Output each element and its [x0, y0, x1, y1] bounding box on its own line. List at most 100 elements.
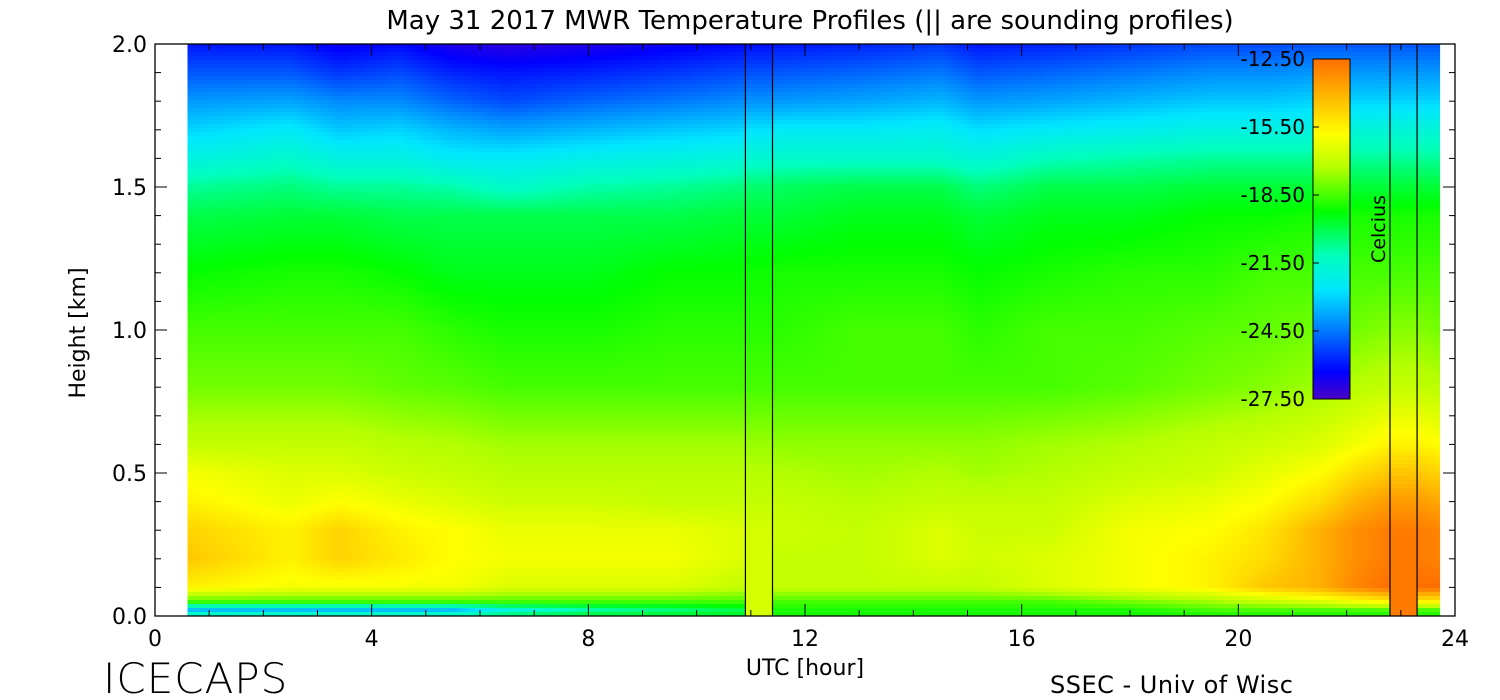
- heatmap-cell: [252, 540, 257, 545]
- heatmap-cell: [268, 376, 273, 381]
- heatmap-cell: [276, 200, 281, 205]
- heatmap-cell: [192, 424, 197, 429]
- heatmap-cell: [188, 184, 193, 189]
- heatmap-cell: [260, 380, 265, 385]
- heatmap-cell: [216, 104, 221, 109]
- heatmap-cell: [224, 524, 229, 529]
- heatmap-cell: [256, 552, 261, 557]
- heatmap-cell: [252, 488, 257, 493]
- heatmap-cell: [212, 596, 217, 601]
- heatmap-cell: [288, 200, 293, 205]
- heatmap-cell: [240, 60, 245, 65]
- heatmap-cell: [268, 96, 273, 101]
- heatmap-cell: [252, 196, 257, 201]
- heatmap-cell: [220, 136, 225, 141]
- heatmap-cell: [252, 232, 257, 237]
- heatmap-cell: [248, 376, 253, 381]
- heatmap-cell: [260, 472, 265, 477]
- heatmap-cell: [280, 84, 285, 89]
- heatmap-cell: [196, 288, 201, 293]
- heatmap-cell: [212, 532, 217, 537]
- heatmap-cell: [292, 240, 297, 245]
- heatmap-cell: [216, 600, 221, 605]
- heatmap-cell: [292, 264, 297, 269]
- heatmap-cell: [232, 92, 237, 97]
- heatmap-cell: [212, 252, 217, 257]
- heatmap-cell: [196, 156, 201, 161]
- heatmap-cell: [216, 428, 221, 433]
- heatmap-cell: [200, 196, 205, 201]
- heatmap-cell: [280, 580, 285, 585]
- heatmap-cell: [244, 228, 249, 233]
- heatmap-cell: [220, 252, 225, 257]
- heatmap-cell: [196, 88, 201, 93]
- heatmap-cell: [240, 552, 245, 557]
- heatmap-cell: [208, 504, 213, 509]
- heatmap-cell: [284, 560, 289, 565]
- heatmap-cell: [244, 116, 249, 121]
- heatmap-cell: [280, 516, 285, 521]
- heatmap-cell: [224, 448, 229, 453]
- heatmap-cell: [252, 48, 257, 53]
- heatmap-cell: [216, 208, 221, 213]
- heatmap-cell: [228, 412, 233, 417]
- heatmap-cell: [200, 184, 205, 189]
- heatmap-cell: [256, 160, 261, 165]
- heatmap-cell: [192, 520, 197, 525]
- heatmap-cell: [220, 304, 225, 309]
- heatmap-cell: [212, 260, 217, 265]
- heatmap-cell: [212, 372, 217, 377]
- heatmap-cell: [212, 300, 217, 305]
- heatmap-cell: [264, 588, 269, 593]
- heatmap-cell: [288, 252, 293, 257]
- heatmap-cell: [188, 396, 193, 401]
- heatmap-cell: [232, 336, 237, 341]
- heatmap-cell: [284, 596, 289, 601]
- heatmap-cell: [292, 304, 297, 309]
- heatmap-cell: [196, 592, 201, 597]
- heatmap-cell: [284, 540, 289, 545]
- heatmap-cell: [244, 184, 249, 189]
- heatmap-cell: [288, 344, 293, 349]
- heatmap-cell: [244, 48, 249, 53]
- heatmap-cell: [220, 456, 225, 461]
- heatmap-cell: [268, 412, 273, 417]
- heatmap-cell: [232, 496, 237, 501]
- heatmap-cell: [280, 420, 285, 425]
- heatmap-cell: [292, 404, 297, 409]
- heatmap-cell: [232, 200, 237, 205]
- heatmap-cell: [248, 344, 253, 349]
- heatmap-cell: [220, 308, 225, 313]
- heatmap-cell: [188, 368, 193, 373]
- heatmap-cell: [216, 512, 221, 517]
- heatmap-cell: [208, 228, 213, 233]
- heatmap-cell: [216, 120, 221, 125]
- heatmap-cell: [276, 148, 281, 153]
- heatmap-cell: [188, 272, 193, 277]
- heatmap-cell: [284, 140, 289, 145]
- heatmap-cell: [220, 132, 225, 137]
- heatmap-cell: [192, 340, 197, 345]
- heatmap-cell: [224, 104, 229, 109]
- heatmap-cell: [208, 208, 213, 213]
- heatmap-cell: [272, 452, 277, 457]
- heatmap-cell: [272, 144, 277, 149]
- heatmap-cell: [292, 232, 297, 237]
- heatmap-cell: [268, 400, 273, 405]
- heatmap-cell: [264, 488, 269, 493]
- heatmap-cell: [204, 444, 209, 449]
- heatmap-cell: [232, 220, 237, 225]
- heatmap-cell: [224, 344, 229, 349]
- heatmap-cell: [272, 236, 277, 241]
- heatmap-cell: [252, 244, 257, 249]
- heatmap-cell: [276, 240, 281, 245]
- heatmap-cell: [212, 172, 217, 177]
- heatmap-cell: [292, 492, 297, 497]
- heatmap-cell: [220, 168, 225, 173]
- heatmap-cell: [272, 432, 277, 437]
- heatmap-cell: [288, 264, 293, 269]
- heatmap-cell: [268, 124, 273, 129]
- heatmap-cell: [292, 476, 297, 481]
- heatmap-cell: [220, 260, 225, 265]
- heatmap-cell: [192, 596, 197, 601]
